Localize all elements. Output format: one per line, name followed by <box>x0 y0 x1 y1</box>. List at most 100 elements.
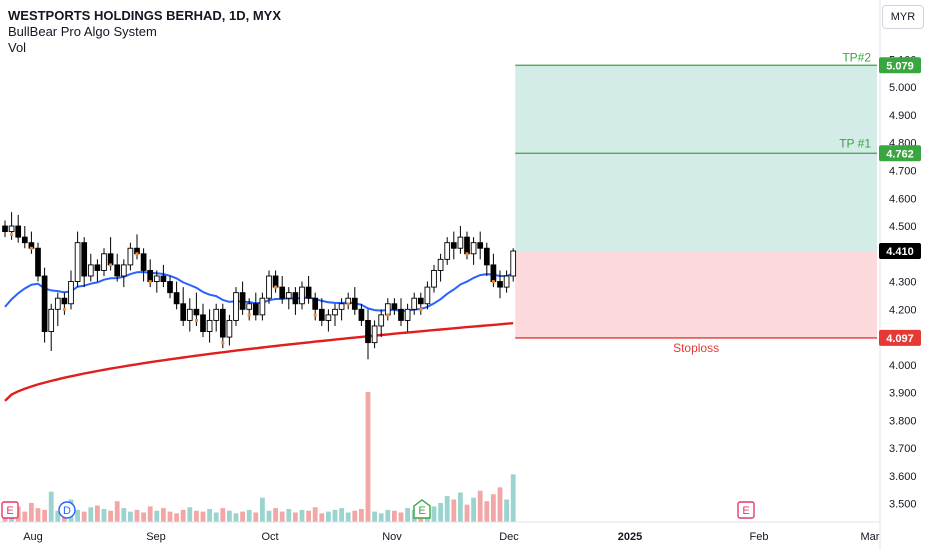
last-price-badge <box>879 243 921 260</box>
candle-body <box>365 319 371 344</box>
candle-body <box>417 297 424 305</box>
candle-body <box>35 247 41 277</box>
volume-bar <box>286 509 292 522</box>
volume-bar <box>42 509 47 522</box>
candle-body <box>120 264 127 277</box>
candle <box>292 287 299 315</box>
volume-bar <box>141 512 146 522</box>
volume-bar <box>484 501 490 522</box>
candle <box>345 292 352 310</box>
earnings-icon <box>737 501 755 519</box>
signal-dot <box>346 302 350 306</box>
volume-bar <box>497 487 503 522</box>
volume-bar <box>114 501 120 522</box>
candle <box>332 303 338 326</box>
volume-bar <box>405 508 410 522</box>
indicator-label[interactable]: BullBear Pro Algo System <box>8 24 157 39</box>
tp2-label: TP#2 <box>842 50 871 64</box>
tp1-label: TP #1 <box>839 136 871 150</box>
volume-bar <box>167 511 173 522</box>
candle-body <box>470 242 477 255</box>
signal-dot <box>419 307 423 311</box>
candle-body <box>107 253 114 266</box>
volume-bar <box>273 508 278 522</box>
candle <box>68 270 74 310</box>
candle-body <box>325 314 332 321</box>
candle-body <box>398 308 404 321</box>
volume-bar <box>451 499 457 522</box>
candle-body <box>246 303 253 310</box>
candle-body <box>233 292 239 321</box>
time-axis[interactable]: Aug Sep Oct Nov Dec 2025 Feb Mar <box>0 521 880 543</box>
candle <box>510 248 517 282</box>
candle <box>246 298 253 321</box>
signal-dot <box>109 263 113 267</box>
candle <box>233 287 239 326</box>
price-tick-label: 4.200 <box>889 304 917 316</box>
signal-dot <box>313 313 317 317</box>
candle-body <box>292 292 299 305</box>
candle <box>120 259 127 288</box>
price-tick-label: 3.900 <box>889 388 917 400</box>
candle <box>424 281 431 310</box>
candle-body <box>391 303 398 310</box>
event-marker-letter: E <box>418 505 425 517</box>
candle-body <box>312 297 319 310</box>
volume-bar <box>161 508 166 522</box>
candle <box>127 242 134 271</box>
candle <box>351 287 358 315</box>
price-axis[interactable]: 3.5003.6003.7003.8003.9004.0004.1004.200… <box>879 0 917 550</box>
candle <box>371 320 378 349</box>
event-marker-letter: E <box>742 505 749 517</box>
candle <box>285 287 292 310</box>
candle <box>272 270 279 293</box>
volume-bar <box>55 510 61 522</box>
signal-markers <box>10 232 495 345</box>
candle-body <box>180 303 187 321</box>
volume-bar <box>431 506 437 522</box>
candle-body <box>114 264 121 277</box>
volume-bar <box>293 512 298 522</box>
candle-body <box>48 308 55 332</box>
candle <box>114 253 121 282</box>
candle <box>219 303 226 349</box>
tp1-badge <box>879 145 921 162</box>
time-tick-label: 2025 <box>618 531 642 543</box>
candle-body <box>272 275 279 288</box>
candle-body <box>371 325 378 344</box>
volume-bar <box>121 508 127 522</box>
candle <box>417 292 424 315</box>
last-price-badge-label: 4.410 <box>886 246 914 258</box>
candle <box>173 281 180 310</box>
symbol-title[interactable]: WESTPORTS HOLDINGS BERHAD, 1D, MYX <box>8 8 282 23</box>
volume-label[interactable]: Vol <box>8 40 27 55</box>
event-marker: D <box>58 501 76 519</box>
volume-bar <box>233 513 239 522</box>
price-tick-label: 4.900 <box>889 110 917 122</box>
candle-body <box>411 297 418 310</box>
candle <box>259 292 266 321</box>
signal-dot <box>29 246 33 250</box>
candle <box>134 234 140 260</box>
stoploss-label: Stoploss <box>673 341 719 355</box>
volume-bar <box>75 509 80 522</box>
candle <box>28 231 35 254</box>
candle-body <box>200 314 206 332</box>
currency-button[interactable]: MYR <box>882 5 924 29</box>
volume-bar <box>471 497 476 522</box>
candle-body <box>332 308 338 316</box>
time-tick-label: Oct <box>261 531 278 543</box>
price-tick-label: 4.300 <box>889 277 917 289</box>
candle-body <box>68 281 74 305</box>
volume-bar <box>266 510 272 522</box>
volume-bar <box>504 499 509 522</box>
signal-dot <box>194 318 198 322</box>
candle-body <box>404 308 411 321</box>
signal-dot <box>386 313 390 317</box>
price-tick-label: 3.600 <box>889 471 917 483</box>
candle <box>15 214 22 243</box>
candle-body <box>219 308 226 338</box>
candle <box>74 231 81 288</box>
